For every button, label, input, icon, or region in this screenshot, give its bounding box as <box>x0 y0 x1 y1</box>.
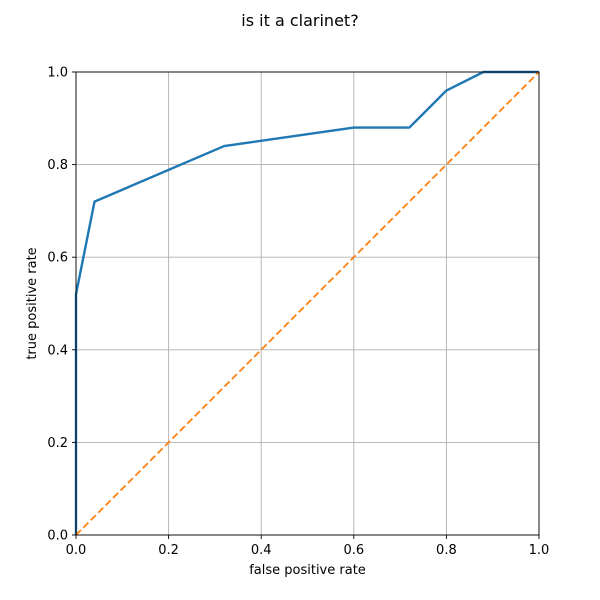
y-tick-label: 0.4 <box>47 343 68 358</box>
x-tick-label: 0.8 <box>436 543 457 558</box>
x-tick-label: 0.4 <box>251 543 272 558</box>
tick-layer: 0.0 0.2 0.4 0.6 0.8 1.0 0.0 0.2 0.4 0.6 0.8 1.0 <box>47 66 549 559</box>
series-layer <box>74 70 540 536</box>
x-tick-label: 1.0 <box>529 543 550 558</box>
y-tick-label: 0.8 <box>47 158 68 173</box>
y-tick-label: 1.0 <box>47 66 68 81</box>
chart-title: is it a clarinet? <box>241 11 358 30</box>
chance-diagonal-line <box>75 71 540 536</box>
x-tick-label: 0.6 <box>343 543 364 558</box>
x-axis-label: false positive rate <box>249 563 366 578</box>
plot-frame <box>75 71 540 536</box>
y-tick-label: 0.2 <box>47 436 68 451</box>
y-tick-label: 0.0 <box>47 529 68 544</box>
y-axis-label: true positive rate <box>25 247 40 359</box>
roc-curve-line <box>74 70 539 535</box>
y-tick-label: 0.6 <box>47 251 68 266</box>
x-tick-label: 0.2 <box>158 543 179 558</box>
x-tick-label: 0.0 <box>66 543 87 558</box>
